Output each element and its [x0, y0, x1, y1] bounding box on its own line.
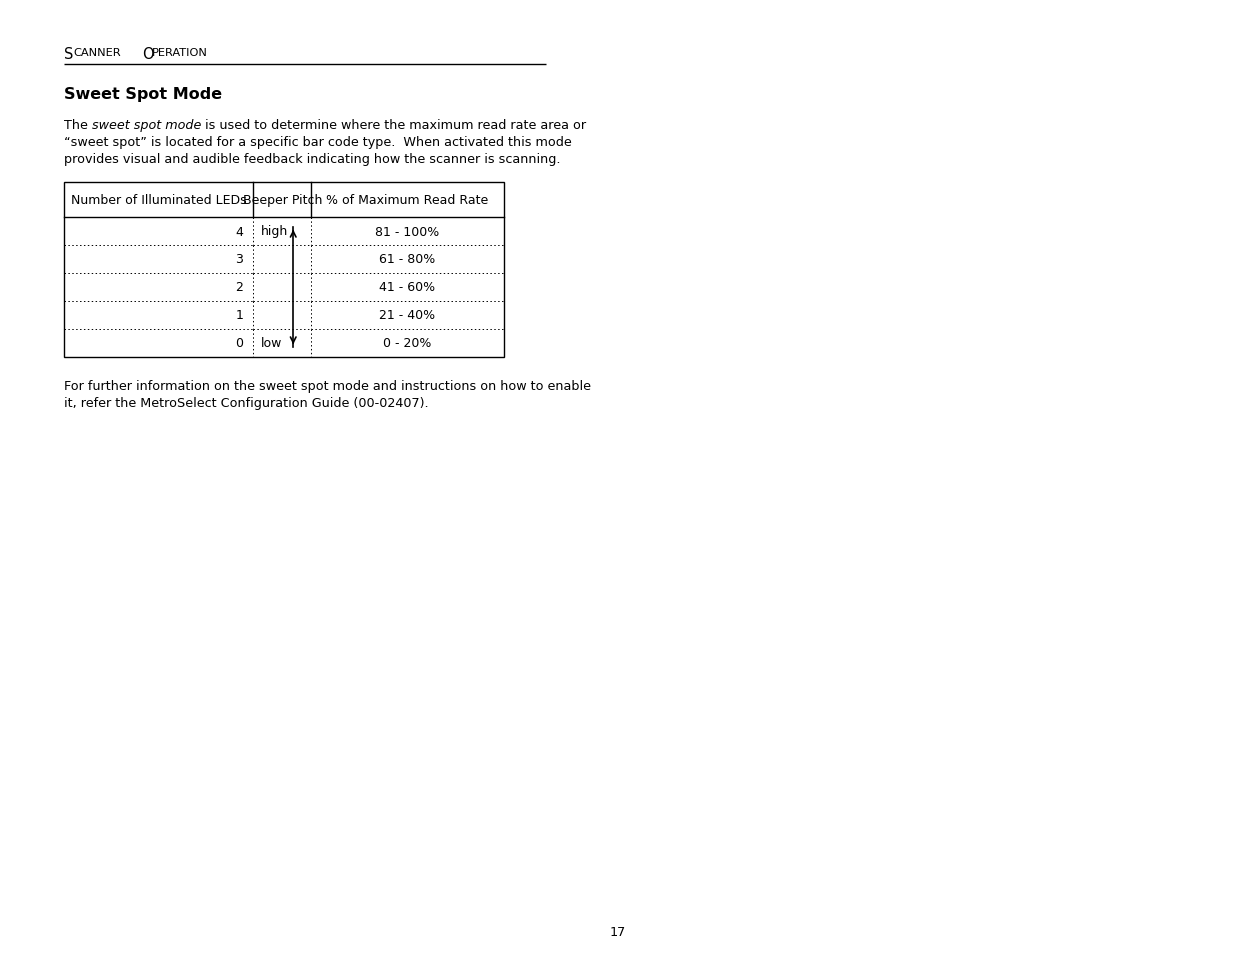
Text: S: S [64, 47, 74, 62]
Text: “sweet spot” is located for a specific bar code type.  When activated this mode: “sweet spot” is located for a specific b… [64, 136, 572, 149]
Text: The: The [64, 119, 93, 132]
Text: % of Maximum Read Rate: % of Maximum Read Rate [326, 193, 489, 207]
Text: For further information on the sweet spot mode and instructions on how to enable: For further information on the sweet spo… [64, 379, 592, 393]
Text: 3: 3 [236, 253, 243, 266]
Text: 4: 4 [236, 225, 243, 238]
Text: Number of Illuminated LEDs: Number of Illuminated LEDs [70, 193, 247, 207]
Text: sweet spot mode: sweet spot mode [93, 119, 201, 132]
Text: 41 - 60%: 41 - 60% [379, 281, 436, 294]
Text: Sweet Spot Mode: Sweet Spot Mode [64, 87, 222, 102]
Text: 0 - 20%: 0 - 20% [383, 337, 432, 350]
Text: is used to determine where the maximum read rate area or: is used to determine where the maximum r… [201, 119, 587, 132]
Text: high: high [261, 225, 289, 238]
Text: it, refer the MetroSelect Configuration Guide (00-02407).: it, refer the MetroSelect Configuration … [64, 396, 429, 410]
Text: PERATION: PERATION [152, 49, 207, 58]
Text: 17: 17 [609, 925, 626, 938]
Text: CANNER: CANNER [73, 49, 121, 58]
Text: low: low [261, 337, 283, 350]
Text: 0: 0 [235, 337, 243, 350]
Text: 2: 2 [236, 281, 243, 294]
Text: 1: 1 [236, 309, 243, 322]
Text: provides visual and audible feedback indicating how the scanner is scanning.: provides visual and audible feedback ind… [64, 152, 561, 166]
Text: Beeper Pitch: Beeper Pitch [242, 193, 322, 207]
Text: 21 - 40%: 21 - 40% [379, 309, 436, 322]
Text: 61 - 80%: 61 - 80% [379, 253, 436, 266]
Bar [64, 183, 504, 357]
Text: O: O [142, 47, 154, 62]
Text: 81 - 100%: 81 - 100% [375, 225, 440, 238]
